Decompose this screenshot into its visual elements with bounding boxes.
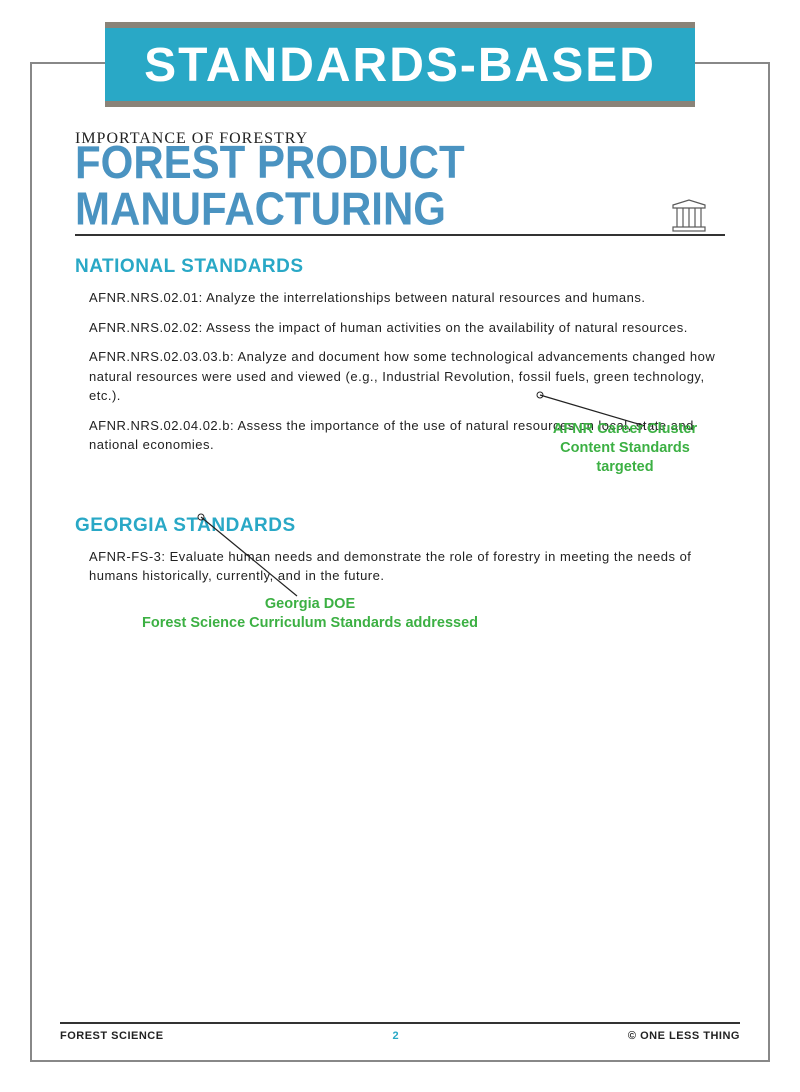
annotation-line: targeted — [525, 458, 725, 477]
annotation-line: Content Standards — [525, 439, 725, 458]
standard-item: AFNR-FS-3: Evaluate human needs and demo… — [89, 547, 725, 586]
standard-item: AFNR.NRS.02.03.03.b: Analyze and documen… — [89, 347, 725, 406]
georgia-heading: GEORGIA STANDARDS — [75, 515, 725, 537]
column-icon — [671, 199, 707, 238]
annotation-afnr: AFNR Career Cluster Content Standards ta… — [525, 420, 725, 477]
content: IMPORTANCE OF FORESTRY FOREST PRODUCT MA… — [75, 130, 725, 596]
annotation-line: Georgia DOE — [140, 595, 480, 614]
title-row: FOREST PRODUCT MANUFACTURING — [75, 148, 725, 236]
standard-item: AFNR.NRS.02.01: Analyze the interrelatio… — [89, 288, 725, 308]
banner-wrap: STANDARDS-BASED — [105, 22, 695, 107]
banner: STANDARDS-BASED — [105, 22, 695, 107]
footer-page-number: 2 — [392, 1030, 399, 1042]
national-heading: NATIONAL STANDARDS — [75, 256, 725, 278]
standard-item: AFNR.NRS.02.02: Assess the impact of hum… — [89, 318, 725, 338]
annotation-line: Forest Science Curriculum Standards addr… — [140, 614, 480, 633]
footer-right: © ONE LESS THING — [628, 1030, 740, 1042]
footer: FOREST SCIENCE 2 © ONE LESS THING — [60, 1022, 740, 1042]
page-title: FOREST PRODUCT MANUFACTURING — [75, 140, 725, 232]
annotation-line: AFNR Career Cluster — [525, 420, 725, 439]
footer-left: FOREST SCIENCE — [60, 1030, 164, 1042]
annotation-georgia: Georgia DOE Forest Science Curriculum St… — [140, 595, 480, 633]
